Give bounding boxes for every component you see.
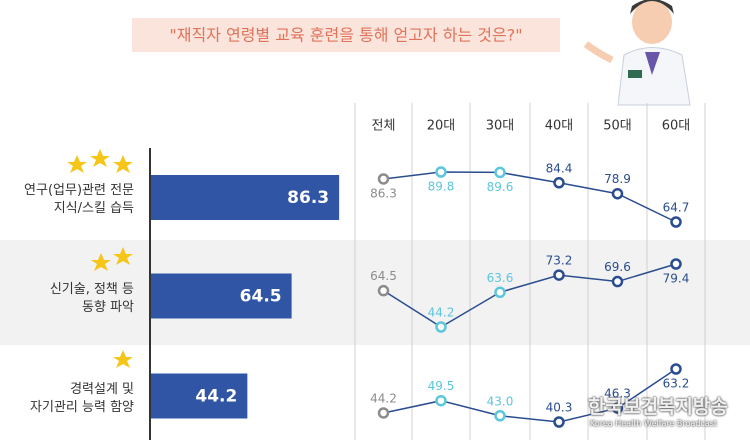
value-label: 79.4: [663, 272, 690, 286]
column-header: 60대: [662, 119, 691, 134]
bar: [151, 273, 292, 319]
value-label: 89.8: [428, 180, 455, 194]
point: [553, 416, 565, 428]
line: [383, 171, 677, 223]
value-label: 44.2: [428, 306, 455, 320]
category-label: 연구(업무)관련 전문 지식/스킬 습득: [24, 183, 134, 216]
point: [670, 216, 682, 228]
point: [435, 394, 447, 407]
bar: [151, 373, 248, 419]
point: [377, 173, 390, 185]
point: [553, 269, 565, 281]
column-header: 30대: [486, 119, 515, 134]
point: [670, 363, 682, 375]
value-label: 49.5: [428, 379, 455, 393]
bar-value-label: 86.3: [287, 188, 329, 208]
column-header: 50대: [603, 119, 632, 134]
value-label: 46.3: [604, 387, 631, 401]
value-label: 64.5: [370, 269, 397, 283]
value-label: 43.0: [487, 394, 514, 408]
value-label: 73.2: [546, 254, 573, 268]
point: [611, 402, 624, 414]
point: [494, 286, 506, 299]
watermark-title: 한국보건복지방송: [588, 396, 728, 418]
point: [377, 284, 390, 297]
bar: [151, 175, 340, 220]
line: [383, 368, 677, 423]
point: [611, 275, 624, 288]
point: [494, 166, 506, 179]
title: "재직자 연령별 교육 훈련을 통해 얻고자 하는 것은?": [169, 26, 522, 45]
category-label: 신기술, 정책 등 동향 파악: [49, 281, 134, 315]
value-label: 89.6: [487, 180, 514, 194]
value-label: 69.6: [604, 260, 631, 274]
category-label: 경력설계 및 자기관리 능력 함양: [30, 381, 134, 415]
bar-value-label: 64.5: [240, 287, 282, 307]
line: [383, 263, 677, 328]
point: [553, 177, 565, 189]
watermark-subtitle: Korea Health Welfare Broadcast: [590, 419, 717, 428]
column-header: 전체: [372, 119, 396, 134]
point: [494, 410, 506, 422]
character: [583, 0, 691, 106]
value-label: 63.2: [663, 377, 690, 391]
point: [670, 258, 682, 270]
bar-value-label: 44.2: [195, 387, 237, 407]
value-label: 64.7: [663, 201, 690, 215]
column-header: 20대: [427, 119, 456, 134]
point: [377, 407, 390, 419]
value-label: 40.3: [546, 401, 573, 415]
column-header: 40대: [545, 119, 574, 134]
title-box: [132, 18, 560, 52]
stars: [67, 149, 133, 368]
point: [435, 166, 447, 178]
value-label: 63.6: [487, 271, 514, 285]
point: [435, 321, 447, 333]
value-label: 84.4: [546, 161, 573, 175]
watermark: 한국보건복지방송 Korea Health Welfare Broadcast: [560, 392, 728, 428]
value-label: 78.9: [604, 172, 631, 186]
point: [611, 187, 624, 200]
value-label: 86.3: [370, 186, 397, 200]
value-label: 44.2: [370, 391, 397, 405]
